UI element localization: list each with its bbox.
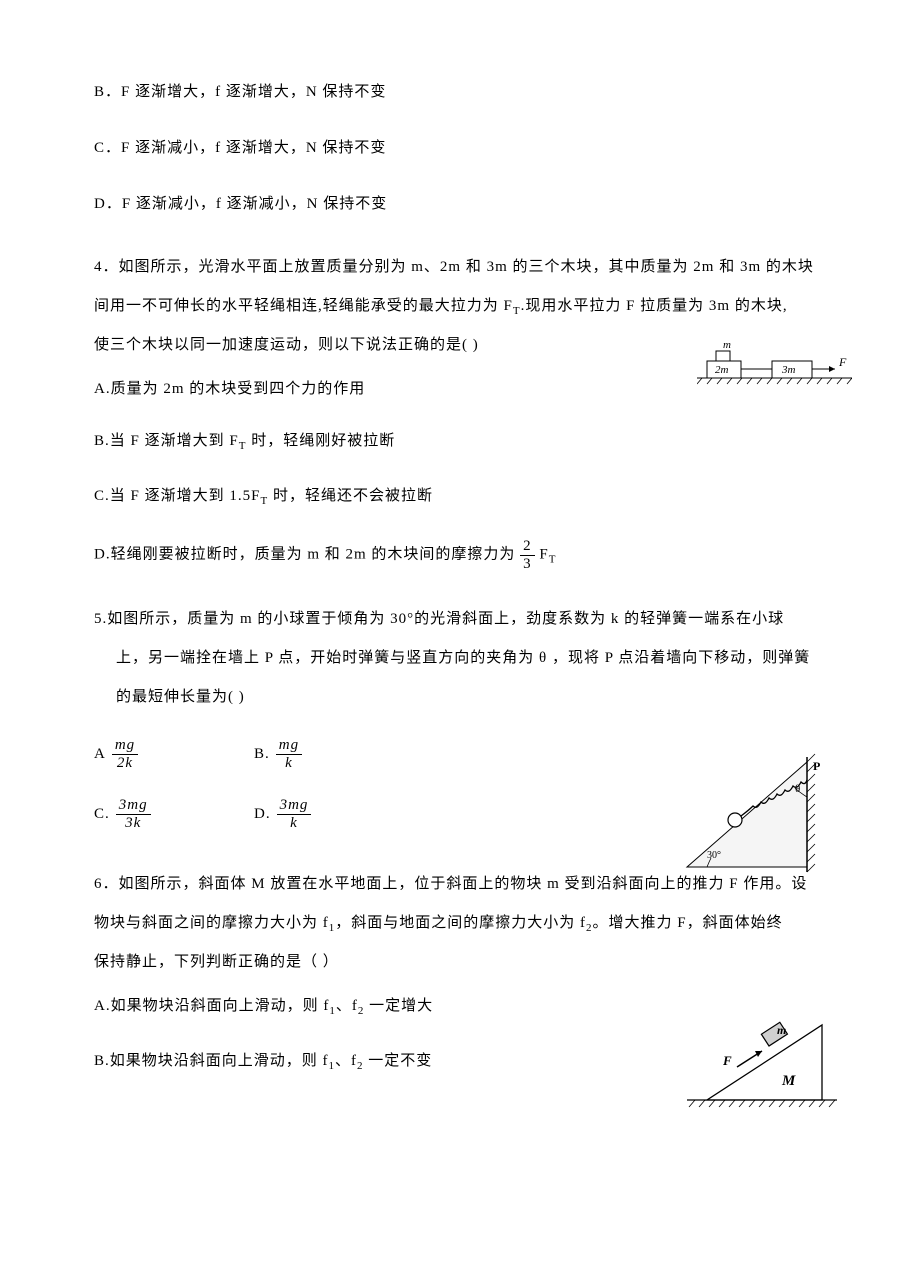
q4-stem: 4．如图所示，光滑水平面上放置质量分别为 m、2m 和 3m 的三个木块，其中质…: [94, 248, 842, 287]
q4-optD-post: F: [539, 547, 548, 563]
question-5: 5.如图所示，质量为 m 的小球置于倾角为 30°的光滑斜面上，劲度系数为 k …: [94, 600, 842, 831]
subscript-T: T: [513, 305, 521, 317]
q5-optC-label: C.: [94, 802, 110, 826]
frac-num: mg: [276, 737, 302, 755]
q6-incline-figure: F m M: [687, 1015, 837, 1110]
q5-optD-fraction: 3mg k: [277, 797, 312, 831]
q4-stem-line2: 间用一不可伸长的水平轻绳相连,轻绳能承受的最大拉力为 FT.现用水平拉力 F 拉…: [94, 287, 842, 326]
q6-optB-mid: 、f: [335, 1053, 357, 1069]
q3-option-c: C．F 逐渐减小，f 逐渐增大，N 保持不变: [94, 136, 842, 160]
subscript-T: T: [549, 554, 557, 566]
q5-optD-label: D.: [254, 802, 271, 826]
q5-optC-fraction: 3mg 3k: [116, 797, 151, 831]
q6-stem2-pre: 物块与斜面之间的摩擦力大小为 f: [94, 915, 329, 931]
q6-stem2-post: 。增大推力 F，斜面体始终: [593, 915, 783, 931]
frac-den: k: [276, 755, 302, 772]
frac-den: 3k: [116, 815, 151, 832]
q6-optA-pre: A.如果物块沿斜面向上滑动，则 f: [94, 998, 329, 1014]
q5-number: 5.: [94, 611, 107, 627]
q4-optC-pre: C.当 F 逐渐增大到 1.5F: [94, 488, 260, 504]
q6-optB-post: 一定不变: [364, 1053, 433, 1069]
svg-text:3m: 3m: [781, 364, 796, 376]
svg-text:P: P: [813, 759, 820, 773]
q6-stem2-mid: ，斜面与地面之间的摩擦力大小为 f: [335, 915, 586, 931]
q5-optA-label: A: [94, 742, 106, 766]
q4-option-b: B.当 F 逐渐增大到 FT 时，轻绳刚好被拉断: [94, 429, 842, 456]
svg-text:m: m: [723, 339, 731, 351]
q3-option-b: B．F 逐渐增大，f 逐渐增大，N 保持不变: [94, 80, 842, 104]
q4-fraction: 2 3: [520, 538, 535, 572]
q5-optB-label: B.: [254, 742, 270, 766]
frac-den: k: [277, 815, 312, 832]
frac-num: 3mg: [116, 797, 151, 815]
q4-option-c: C.当 F 逐渐增大到 1.5FT 时，轻绳还不会被拉断: [94, 484, 842, 511]
svg-text:M: M: [781, 1073, 796, 1089]
q5-option-d: D. 3mg k: [254, 797, 311, 831]
q6-stem-line1: 6．如图所示，斜面体 M 放置在水平地面上，位于斜面上的物块 m 受到沿斜面向上…: [94, 865, 842, 904]
q6-stem-line2: 物块与斜面之间的摩擦力大小为 f1，斜面与地面之间的摩擦力大小为 f2。增大推力…: [94, 904, 842, 943]
frac-den: 3: [520, 556, 535, 573]
q6-optB-pre: B.如果物块沿斜面向上滑动，则 f: [94, 1053, 329, 1069]
svg-text:m: m: [777, 1023, 786, 1037]
frac-num: 3mg: [277, 797, 312, 815]
q6-stem-line3: 保持静止，下列判断正确的是（ ）: [94, 943, 842, 982]
q4-stem-2a: 间用一不可伸长的水平轻绳相连,轻绳能承受的最大拉力为 F: [94, 298, 513, 314]
q5-stem-line2: 上，另一端拴在墙上 P 点，开始时弹簧与竖直方向的夹角为 θ ，现将 P 点沿着…: [94, 639, 842, 678]
svg-text:F: F: [838, 355, 847, 369]
q5-stem-line1: 5.如图所示，质量为 m 的小球置于倾角为 30°的光滑斜面上，劲度系数为 k …: [94, 600, 842, 639]
q5-option-c: C. 3mg 3k: [94, 797, 254, 831]
q5-stem1: 如图所示，质量为 m 的小球置于倾角为 30°的光滑斜面上，劲度系数为 k 的轻…: [107, 611, 784, 627]
svg-text:F: F: [722, 1053, 732, 1068]
q4-optC-post: 时，轻绳还不会被拉断: [268, 488, 433, 504]
q4-optB-pre: B.当 F 逐渐增大到 F: [94, 433, 239, 449]
q5-incline-figure: 30° P θ: [677, 752, 832, 877]
q6-optA-post: 一定增大: [364, 998, 433, 1014]
q5-option-b: B. mg k: [254, 737, 302, 771]
question-4: 4．如图所示，光滑水平面上放置质量分别为 m、2m 和 3m 的三个木块，其中质…: [94, 248, 842, 572]
svg-text:2m: 2m: [715, 364, 729, 376]
q3-option-d: D．F 逐渐减小，f 逐渐减小，N 保持不变: [94, 192, 842, 216]
q6-number: 6．: [94, 876, 119, 892]
q4-number: 4．: [94, 259, 119, 275]
q4-stem-2b: .现用水平拉力 F 拉质量为 3m 的木块,: [521, 298, 788, 314]
svg-text:θ: θ: [795, 783, 800, 795]
frac-den: 2k: [112, 755, 138, 772]
frac-num: 2: [520, 538, 535, 556]
q5-optA-fraction: mg 2k: [112, 737, 138, 771]
q4-optB-post: 时，轻绳刚好被拉断: [246, 433, 395, 449]
frac-num: mg: [112, 737, 138, 755]
q4-blocks-figure: m 2m 3m F: [697, 336, 852, 386]
q6-optA-mid: 、f: [336, 998, 358, 1014]
q6-stem1: 如图所示，斜面体 M 放置在水平地面上，位于斜面上的物块 m 受到沿斜面向上的推…: [119, 876, 808, 892]
q4-stem-line1: 如图所示，光滑水平面上放置质量分别为 m、2m 和 3m 的三个木块，其中质量为…: [119, 259, 814, 275]
question-6: 6．如图所示，斜面体 M 放置在水平地面上，位于斜面上的物块 m 受到沿斜面向上…: [94, 865, 842, 1075]
q4-optD-pre: D.轻绳刚要被拉断时，质量为 m 和 2m 的木块间的摩擦力为: [94, 547, 520, 563]
q5-option-a: A mg 2k: [94, 737, 254, 771]
q5-optB-fraction: mg k: [276, 737, 302, 771]
svg-text:30°: 30°: [707, 850, 721, 861]
q4-option-d: D.轻绳刚要被拉断时，质量为 m 和 2m 的木块间的摩擦力为 2 3 FT: [94, 538, 842, 572]
q5-stem-line3: 的最短伸长量为( ): [94, 678, 842, 717]
